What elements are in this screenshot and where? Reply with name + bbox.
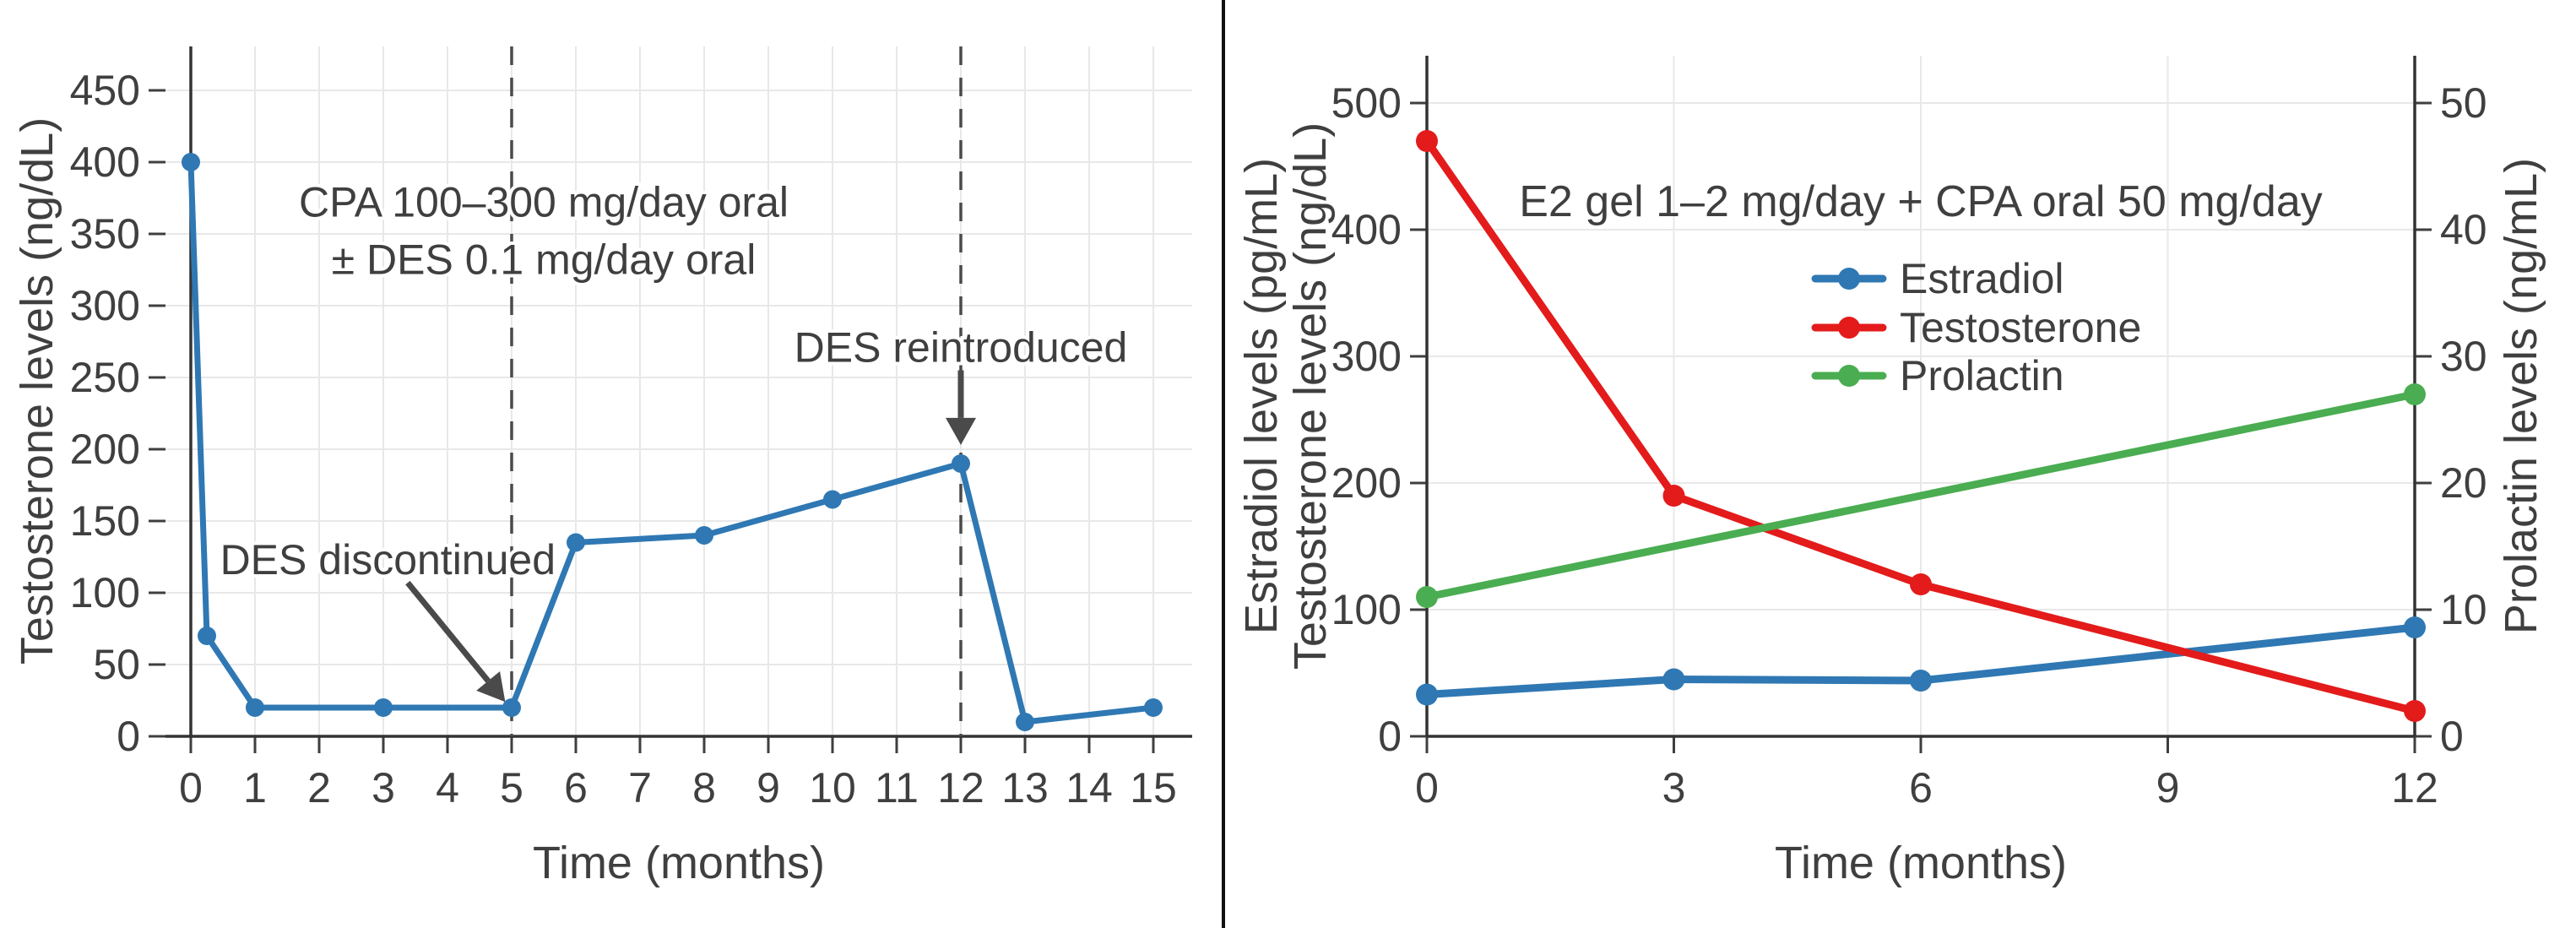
y-axis-title-line-1: Estradiol levels (pg/mL) [1236,158,1287,634]
series-marker-testosterone [2404,700,2426,722]
series-marker-testosterone [374,698,393,717]
x-axis-tick-label: 3 [371,764,395,811]
y-axis-tick-label: 50 [93,641,140,688]
series-marker-testosterone [1662,485,1685,507]
panel-divider [1222,0,1225,928]
annotation-arrow-head [476,671,506,703]
series-line-prolactin [1423,390,2419,601]
series-marker-testosterone [246,698,264,717]
y-axis-tick-label: 500 [1331,79,1402,127]
x-axis-tick-label: 7 [628,764,652,811]
x-axis-tick-label: 11 [875,764,919,811]
x-axis-tick-label: 13 [1001,764,1049,811]
chart-title: E2 gel 1–2 mg/day + CPA oral 50 mg/day [1519,177,2323,226]
y2-axis-tick-label: 50 [2440,79,2487,127]
y-axis-tick-label: 0 [1378,713,1402,760]
y2-axis-tick-label: 0 [2440,713,2464,760]
series-marker-testosterone [182,153,200,171]
y2-axis-tick-label: 10 [2440,586,2487,633]
annotation-text: CPA 100–300 mg/day oral [299,179,789,226]
x-axis-tick-label: 0 [179,764,203,811]
x-axis-tick-label: 0 [1415,764,1439,811]
series-marker-testosterone [1144,698,1163,717]
y-axis-tick-label: 150 [70,497,140,545]
series-marker-testosterone [198,627,216,645]
y-axis-tick-label: 300 [70,282,140,329]
y-axis-tick-label: 350 [70,210,140,258]
series-marker-estradiol [1662,668,1685,691]
annotation-arrow-shaft [405,580,491,683]
annotation-text: DES discontinued [220,536,556,583]
y-axis-tick-label: 400 [1331,206,1402,253]
annotation-arrow-head [946,417,976,445]
series-marker-testosterone [695,526,713,545]
series-marker-estradiol [1910,670,1932,692]
legend-label-estradiol: Estradiol [1900,255,2064,302]
x-axis-tick-label: 1 [243,764,267,811]
x-axis-tick-label: 8 [692,764,716,811]
series-marker-testosterone [952,454,970,473]
legend-marker-testosterone [1838,317,1860,339]
series-marker-testosterone [1016,713,1034,731]
x-axis-tick-label: 4 [436,764,459,811]
series-marker-prolactin [1416,586,1438,608]
x-axis-tick-label: 12 [2391,764,2438,811]
x-axis-tick-label: 3 [1662,764,1686,811]
x-axis-tick-label: 14 [1066,764,1113,811]
y2-axis-title: Prolactin levels (ng/mL) [2496,158,2546,634]
series-line-testosterone [1423,137,2419,715]
series-marker-testosterone [502,698,521,717]
y-axis-tick-label: 450 [70,67,140,114]
series-marker-testosterone [1416,130,1438,152]
x-axis-tick-label: 15 [1130,764,1177,811]
series-marker-prolactin [2404,383,2426,405]
y-axis-tick-label: 100 [70,569,140,616]
y-axis-tick-label: 400 [70,138,140,186]
annotation-text: DES reintroduced [794,323,1128,371]
y-axis-title-line-2: Testosterone levels (ng/dL) [1285,122,1336,670]
annotation-text: ± DES 0.1 mg/day oral [332,236,757,284]
series-marker-testosterone [823,490,842,509]
y2-axis-tick-label: 40 [2440,206,2487,253]
x-axis-title: Time (months) [1775,838,2067,888]
x-axis-tick-label: 10 [809,764,856,811]
series-marker-testosterone [1910,573,1932,595]
y-axis-tick-label: 0 [117,713,140,760]
series-line-estradiol [1423,623,2419,698]
legend-marker-estradiol [1838,268,1860,290]
series-marker-estradiol [2404,616,2426,638]
y2-axis-tick-label: 20 [2440,459,2487,507]
x-axis-tick-label: 2 [307,764,331,811]
x-axis-tick-label: 6 [1909,764,1933,811]
legend-label-prolactin: Prolactin [1900,352,2064,399]
y-axis-tick-label: 300 [1331,333,1402,380]
series-marker-estradiol [1416,683,1438,706]
y-axis-tick-label: 200 [70,426,140,473]
series-marker-testosterone [567,533,585,552]
y-axis-tick-label: 100 [1331,586,1402,633]
legend-label-testosterone: Testosterone [1900,304,2141,351]
x-axis-title: Time (months) [533,838,825,888]
legend-marker-prolactin [1838,365,1860,387]
x-axis-tick-label: 9 [2156,764,2180,811]
x-axis-tick-label: 5 [500,764,523,811]
y-axis-title: Testosterone levels (ng/dL) [12,117,62,665]
x-axis-tick-label: 6 [564,764,588,811]
x-axis-tick-label: 12 [937,764,984,811]
y-axis-tick-label: 250 [70,354,140,401]
y-axis-tick-label: 200 [1331,459,1402,507]
x-axis-tick-label: 9 [757,764,780,811]
y2-axis-tick-label: 30 [2440,333,2487,380]
